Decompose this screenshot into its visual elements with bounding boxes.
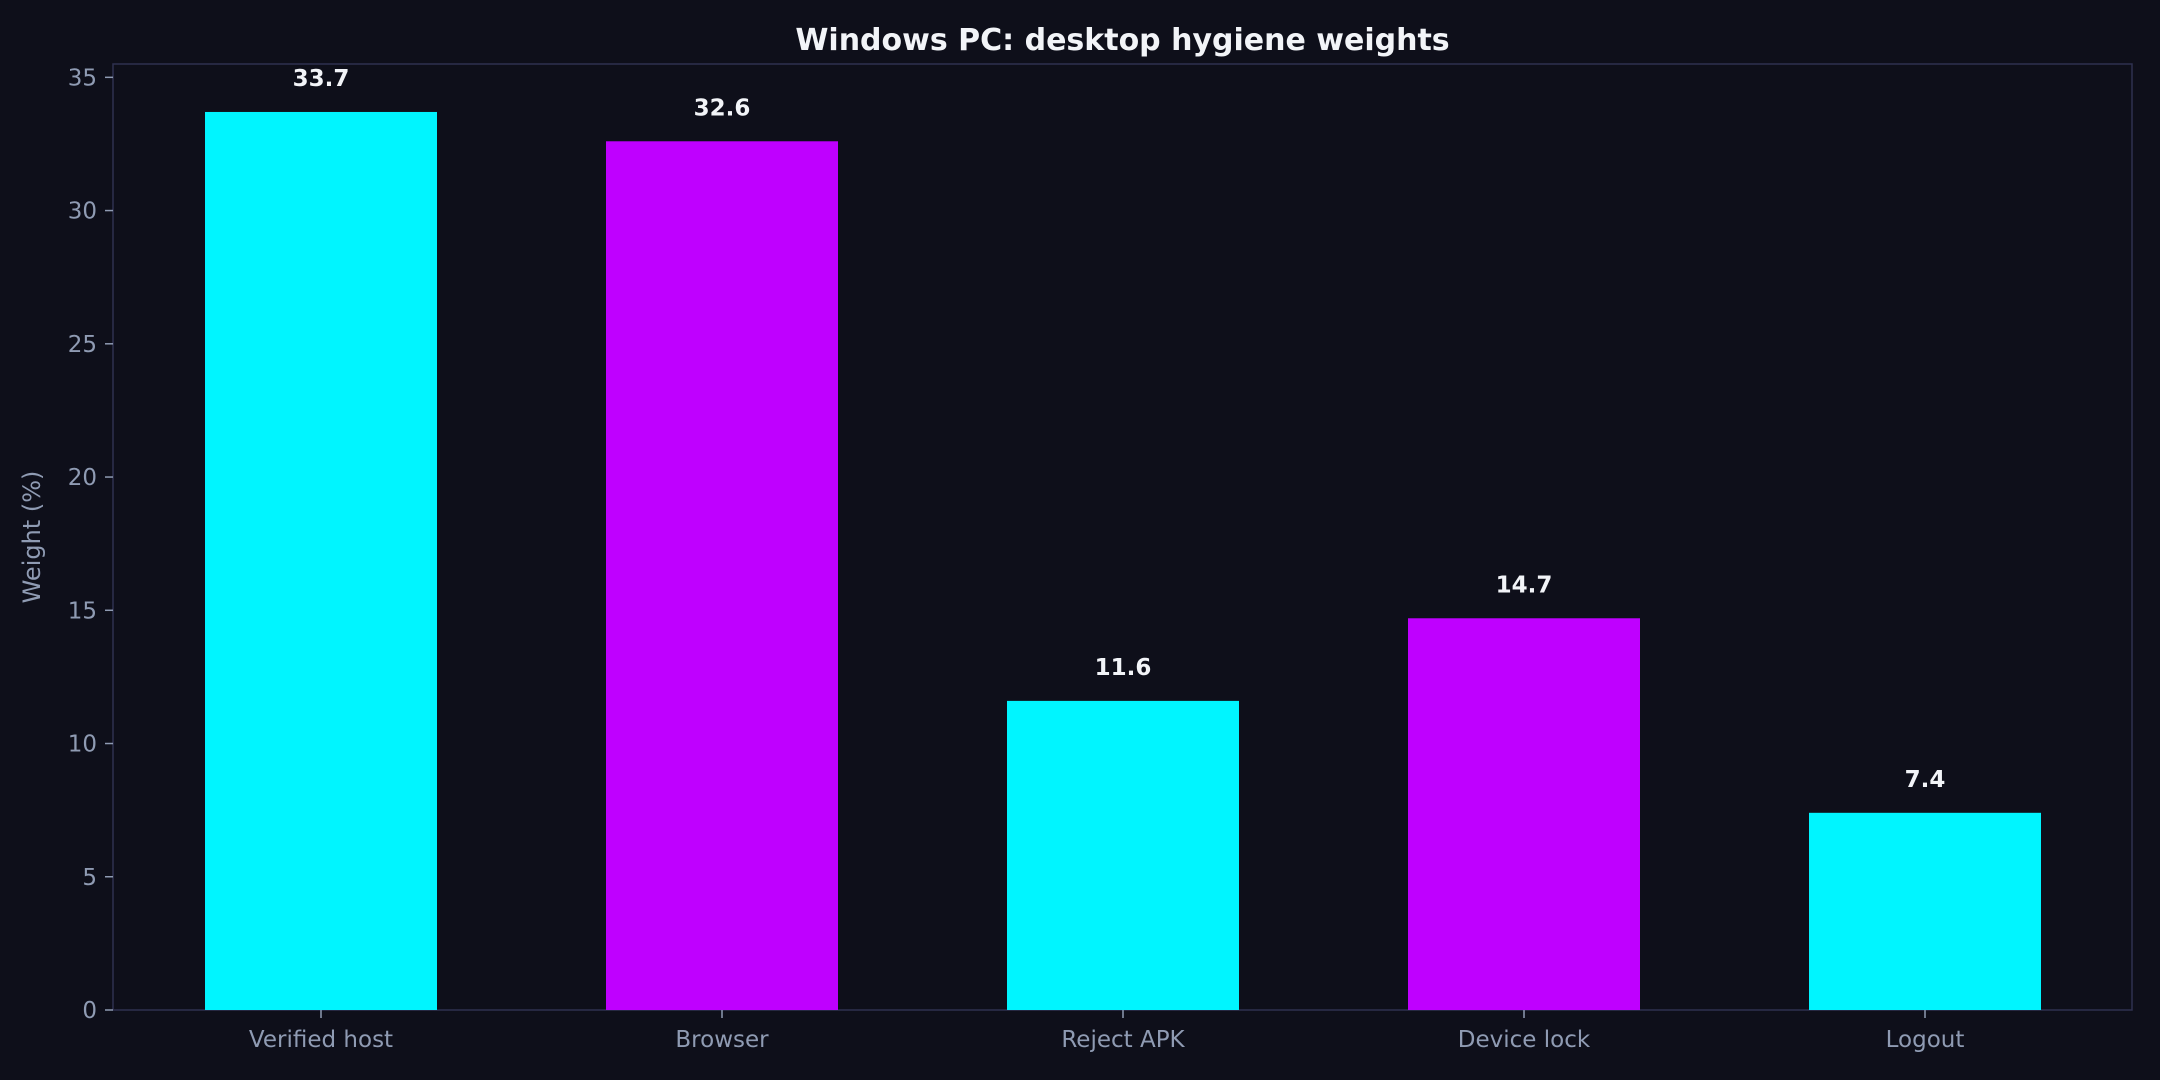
chart-title: Windows PC: desktop hygiene weights xyxy=(795,23,1449,58)
bar-value-label: 7.4 xyxy=(1905,767,1946,793)
bar-value-label: 14.7 xyxy=(1496,572,1553,598)
y-tick-label: 20 xyxy=(68,465,97,491)
x-tick-label: Logout xyxy=(1886,1027,1965,1053)
bar-value-label: 33.7 xyxy=(293,66,350,92)
bar-reject-apk xyxy=(1007,700,1239,1010)
y-tick-label: 15 xyxy=(68,598,97,624)
y-tick-label: 30 xyxy=(68,199,97,225)
y-tick-label: 10 xyxy=(68,732,97,758)
bar-value-label: 11.6 xyxy=(1095,655,1152,681)
bar-verified-host xyxy=(205,111,437,1011)
y-axis-label: Weight (%) xyxy=(18,471,46,604)
bar-value-label: 32.6 xyxy=(694,95,751,121)
bar-logout xyxy=(1809,812,2041,1010)
bar-browser xyxy=(606,141,838,1010)
x-tick-label: Device lock xyxy=(1458,1027,1591,1053)
bars-group: 33.7 32.6 11.6 14.7 7.4 xyxy=(205,66,2041,1011)
y-tick-label: 25 xyxy=(68,332,97,358)
x-tick-label: Reject APK xyxy=(1061,1027,1185,1053)
bar-device-lock xyxy=(1408,618,1640,1010)
y-tick-label: 5 xyxy=(82,865,97,891)
y-tick-label: 0 xyxy=(82,998,97,1024)
x-tick-label: Browser xyxy=(675,1027,769,1053)
y-axis-ticks: 0 5 10 15 20 25 30 35 xyxy=(68,65,113,1024)
y-tick-label: 35 xyxy=(68,65,97,91)
x-tick-label: Verified host xyxy=(249,1027,393,1053)
x-axis-ticks: Verified host Browser Reject APK Device loc… xyxy=(249,1010,1964,1053)
